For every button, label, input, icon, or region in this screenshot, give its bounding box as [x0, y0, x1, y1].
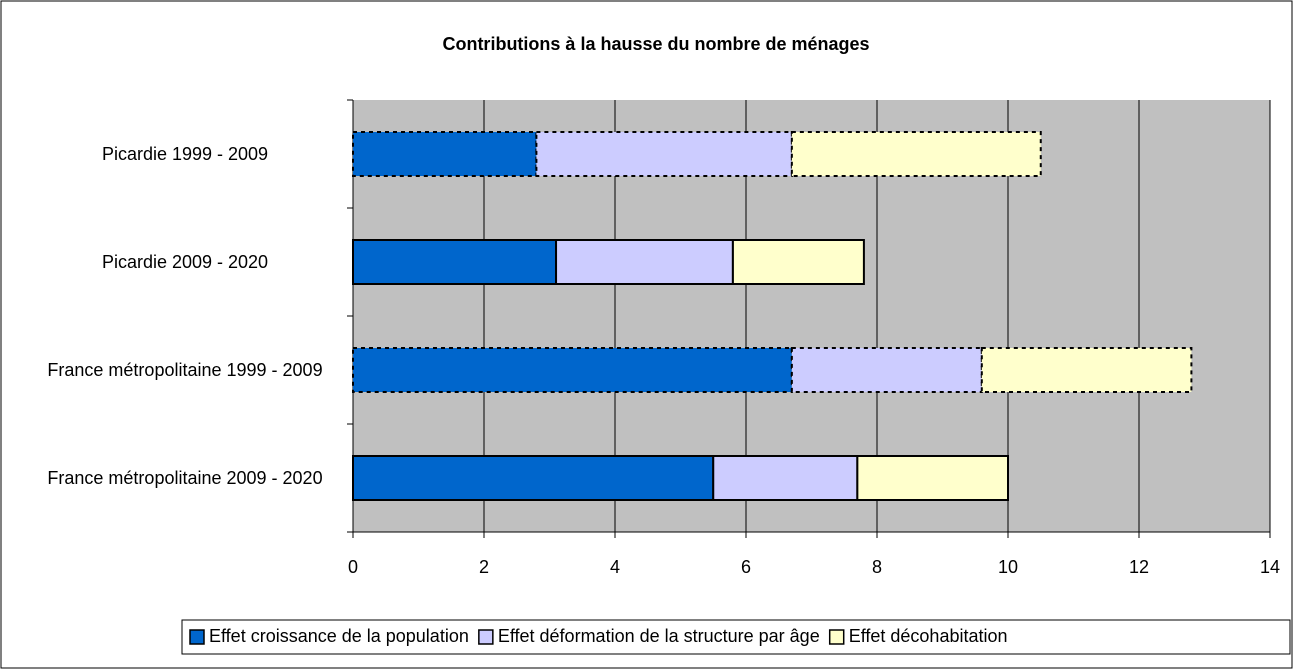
x-tick-label: 4: [610, 557, 620, 577]
y-tick-label: Picardie 1999 - 2009: [101, 144, 269, 164]
bar-segment: [790, 347, 983, 393]
legend-swatch: [189, 629, 205, 645]
chart-title: Contributions à la hausse du nombre de m…: [442, 34, 869, 54]
bar-segment: [352, 455, 715, 501]
y-tick-label: France métropolitaine 1999 - 2009: [47, 360, 323, 380]
legend-swatch: [478, 629, 494, 645]
legend-label: Effet décohabitation: [849, 626, 1008, 646]
bar-segment: [352, 239, 558, 285]
x-tick-label: 0: [348, 557, 358, 577]
x-tick-label: 12: [1129, 557, 1149, 577]
x-tick-label: 14: [1260, 557, 1280, 577]
legend-label: Effet croissance de la population: [209, 626, 469, 646]
x-tick-label: 8: [872, 557, 882, 577]
legend-frame: [181, 619, 1291, 655]
legend-swatch: [828, 629, 845, 645]
x-tick-label: 6: [741, 557, 751, 577]
bar-segment: [535, 131, 793, 177]
y-tick-label: Picardie 2009 - 2020: [101, 252, 269, 272]
bar-segment: [856, 455, 1009, 501]
legend-label: Effet déformation de la structure par âg…: [498, 626, 820, 646]
bar-segment: [352, 131, 538, 177]
x-tick-label: 10: [998, 557, 1018, 577]
bar-segment: [980, 347, 1193, 393]
bar-segment: [731, 239, 865, 285]
bar-segment: [555, 239, 734, 285]
x-tick-label: 2: [479, 557, 489, 577]
bar-segment: [352, 347, 793, 393]
y-tick-label: France métropolitaine 2009 - 2020: [47, 468, 323, 488]
bar-segment: [712, 455, 859, 501]
bar-segment: [790, 131, 1042, 177]
